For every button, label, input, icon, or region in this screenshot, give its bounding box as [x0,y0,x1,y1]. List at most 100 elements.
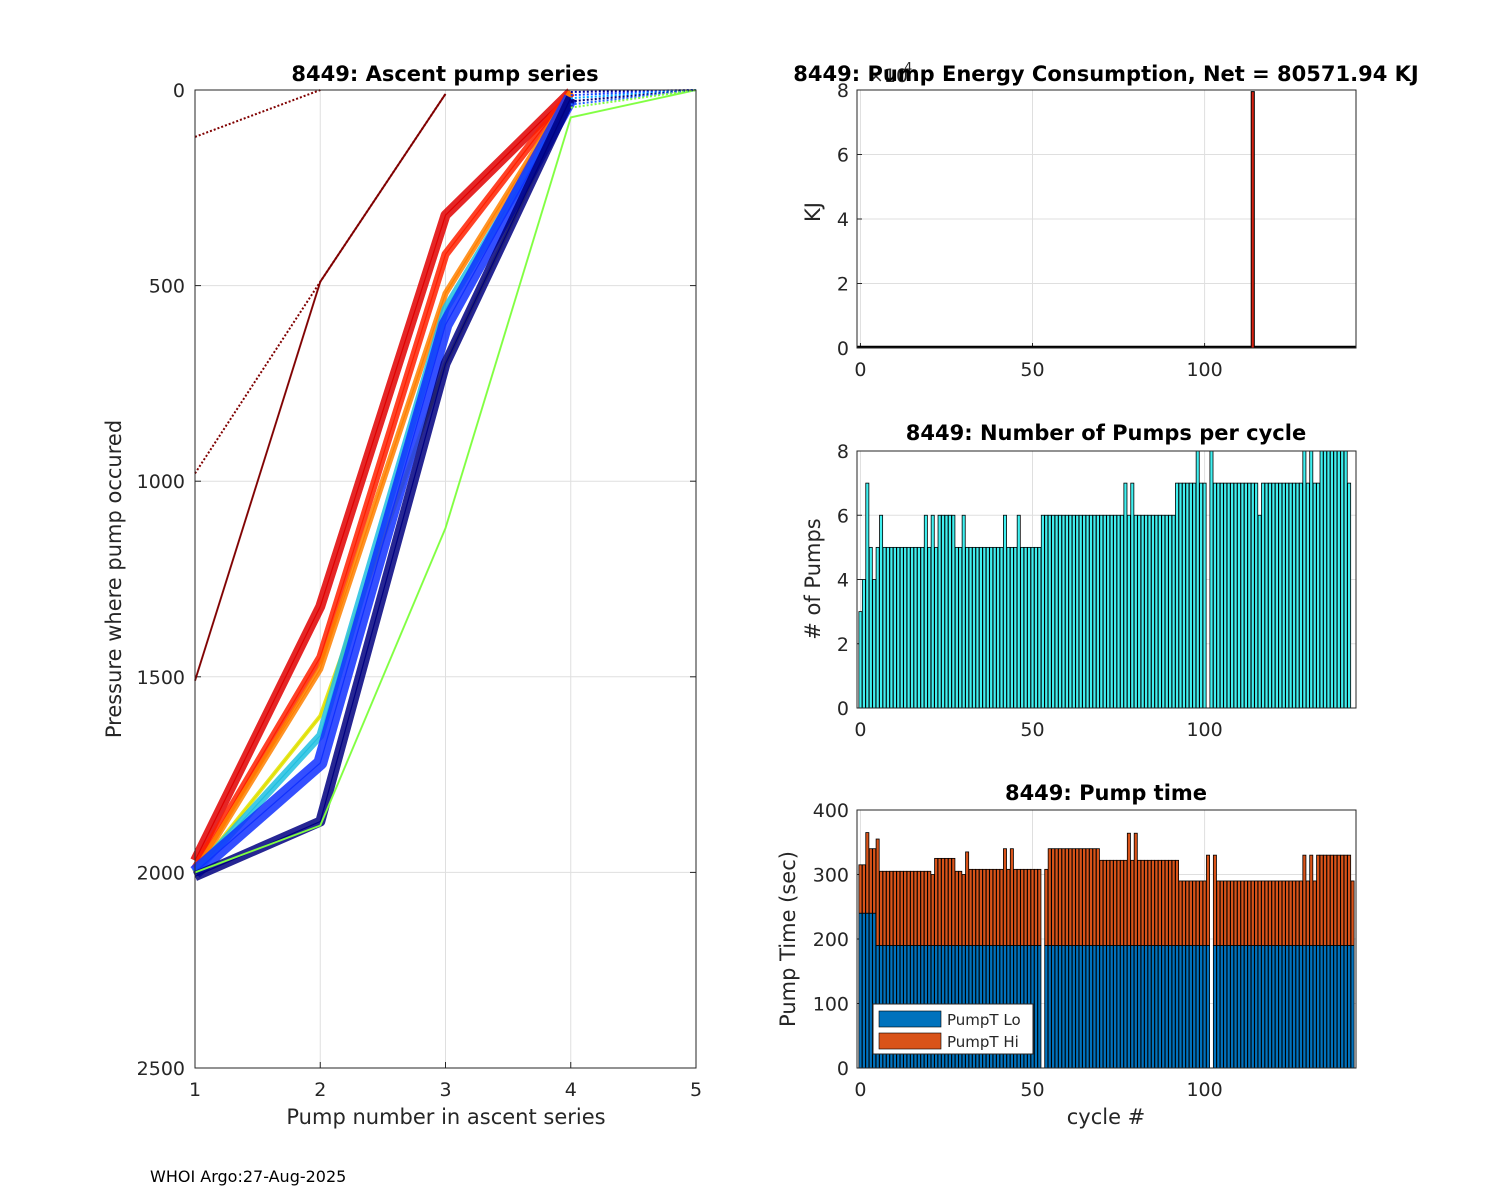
pumptime-bar-lo [1095,945,1100,1069]
pumptime-bar-hi [1064,848,1069,946]
pumptime-bar-lo [1230,945,1235,1069]
pumptime-bar-hi [1261,880,1266,946]
energy-ytick-label: 2 [837,274,849,296]
pumptime-bar-hi [1013,868,1018,946]
pumps-bar [1130,482,1135,709]
legend-label-pumpt-hi: PumpT Hi [947,1033,1019,1051]
ascent-xtick-label: 4 [565,1079,577,1101]
pumps-bar [879,514,884,709]
pumps-bar [1168,514,1173,709]
pumps-bar [1144,514,1149,709]
ascent-series-line-core [194,93,446,681]
pumps-per-cycle-chart: 0 50 100 0 2 4 6 8 8449: Number of Pumps per cy… [801,421,1357,741]
pumptime-bar-lo [1034,945,1038,1069]
pumptime-bar-hi [882,870,887,946]
pumptime-bar-lo [1071,945,1076,1069]
pumps-bar [858,611,863,709]
pumps-bar [992,546,997,709]
energy-xtick-label: 50 [1020,359,1044,381]
pumps-bar [947,514,952,709]
pumps-bar [982,546,987,709]
footer-credit: WHOI Argo:27-Aug-2025 [150,1167,346,1186]
pumptime-bar-hi [951,857,956,946]
pumps-bar [1120,514,1124,709]
pumptime-bar-lo [1237,945,1241,1069]
pumptime-bar-hi [1340,854,1345,946]
pumptime-bar-hi [861,864,866,914]
pumptime-bar-hi [1006,868,1011,946]
pumptime-bar-hi [1047,848,1052,946]
pumptime-bar-hi [1185,880,1190,946]
pumptime-bar-hi [1199,880,1204,946]
pumps-bar [920,546,925,709]
pumps-bar [1271,482,1276,709]
pumptime-bar-hi [1350,880,1355,946]
pumptime-bar-hi [1095,848,1100,946]
pumptime-bar-hi [965,851,970,946]
pumps-bar [1040,514,1045,709]
pumps-xtick-label: 100 [1186,719,1222,741]
pumps-bar [1044,514,1049,709]
pumptime-bar-hi [903,870,908,946]
pumps-bar [913,546,918,709]
pumptime-bar-hi [1120,859,1124,946]
ascent-axes-box [194,89,697,1069]
pumps-bar [1343,450,1348,709]
pumptime-bar-lo [1298,945,1303,1069]
pumps-bar [906,546,911,709]
pumps-bar [865,482,870,709]
ascent-ylabel: Pressure where pump occured [102,420,126,738]
pumptime-bar-hi [1023,868,1028,946]
pumps-bar [1051,514,1056,709]
pumps-xtick-label: 50 [1020,719,1044,741]
pumptime-bar-hi [1192,880,1197,946]
pumptime-bar-lo [1116,945,1121,1069]
legend-swatch-pumpt-hi [878,1032,942,1050]
pumptime-bar-hi [896,870,901,946]
pumptime-bar-lo [1151,945,1155,1069]
pumptime-bar-lo [1089,945,1093,1069]
pumptime-bar-hi [1123,859,1128,946]
pumptime-bar-hi [1240,880,1245,946]
pumps-bar [1202,482,1207,709]
pumptime-bar-lo [1054,945,1059,1069]
pumps-bar [1102,514,1107,709]
pumptime-bar-hi [1020,868,1025,946]
pumps-bar [1212,482,1217,709]
pumps-bar [1295,482,1300,709]
pumps-bar [1333,450,1338,709]
pumptime-bar-lo [1254,945,1259,1069]
pumptime-bar-lo [1178,945,1183,1069]
pumps-bar [1116,514,1121,709]
pumptime-bar-hi [1264,880,1269,946]
pumptime-bar-hi [972,868,976,946]
pumptime-bar-hi [1219,880,1224,946]
pumptime-bar-hi [1333,854,1338,946]
pumptime-bar-hi [930,874,935,946]
energy-ytick-label: 8 [837,80,849,102]
pumps-bar [1157,514,1162,709]
pumptime-bar-lo [865,912,870,1069]
energy-chart: 0 50 100 0 2 4 6 8 ×10 4 8449: Pump Energy Cons… [793,61,1418,381]
pumptime-bar-lo [1192,945,1197,1069]
pumps-bar [916,546,921,709]
pumps-bar [1209,450,1214,709]
pumptime-bar-lo [1347,945,1352,1069]
pumptime-bar-lo [1078,945,1083,1069]
pumps-bar [875,546,880,709]
pumptime-bar-lo [1092,945,1097,1069]
pumptime-bar-lo [1274,945,1279,1069]
pumptime-bar-hi [1316,854,1321,946]
pumptime-bar-hi [858,864,863,914]
pumptime-bar-lo [1175,945,1179,1069]
energy-ytick-label: 6 [837,145,849,167]
energy-exponent-power: 4 [904,61,912,76]
pumptime-bar-hi [1226,880,1231,946]
pumptime-bar-lo [858,912,863,1069]
pumptime-bar-hi [961,874,966,946]
pumptime-bar-lo [1102,945,1107,1069]
pumptime-bar-hi [913,870,918,946]
ascent-series-lines [190,88,697,881]
pumptime-bar-hi [1082,848,1087,946]
pumptime-bar-hi [1175,859,1179,946]
